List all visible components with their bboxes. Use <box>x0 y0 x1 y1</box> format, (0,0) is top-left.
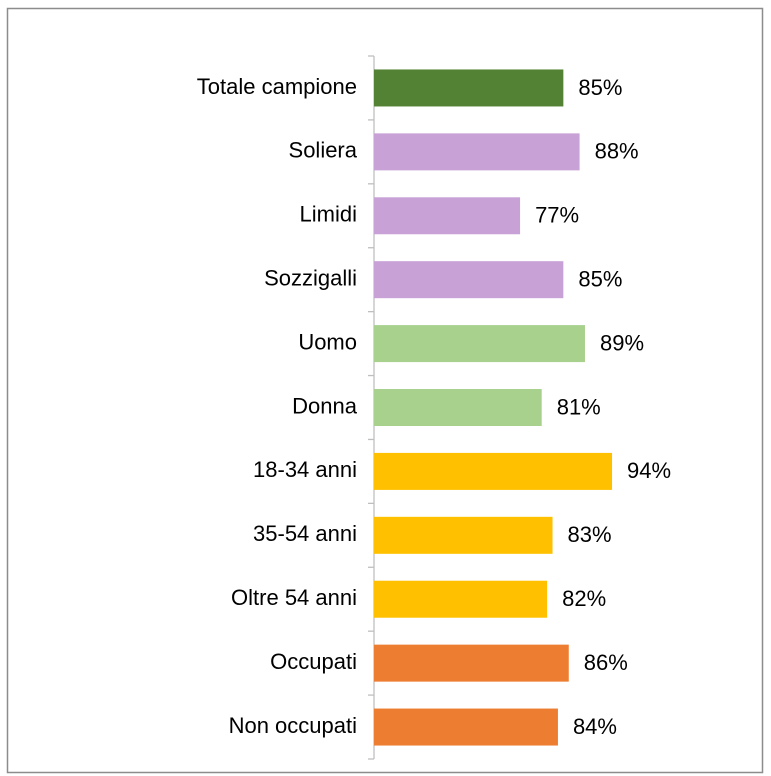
bar <box>374 133 580 171</box>
data-label: 81% <box>557 394 601 419</box>
y-tick-label: Sozzigalli <box>264 265 357 290</box>
y-tick-label: Occupati <box>270 649 357 674</box>
data-label: 86% <box>584 650 628 675</box>
data-label: 85% <box>578 266 622 291</box>
bar <box>374 580 548 618</box>
bar <box>374 708 558 746</box>
y-tick-label: Totale campione <box>197 74 357 99</box>
data-label: 84% <box>573 714 617 739</box>
y-tick-label: 18-34 anni <box>253 457 357 482</box>
bar <box>374 452 613 490</box>
data-label: 89% <box>600 330 644 355</box>
data-label: 94% <box>627 458 671 483</box>
data-label: 85% <box>578 75 622 100</box>
bar <box>374 197 521 235</box>
bar <box>374 516 553 554</box>
y-tick-label: Donna <box>292 393 358 418</box>
bar <box>374 389 542 426</box>
y-tick-label: Uomo <box>298 329 357 354</box>
bar <box>374 325 585 363</box>
bar <box>374 261 564 299</box>
data-label: 83% <box>568 522 612 547</box>
data-label: 88% <box>595 139 639 164</box>
y-tick-label: Non occupati <box>229 713 357 738</box>
y-tick-label: 35-54 anni <box>253 521 357 546</box>
bar <box>374 69 564 107</box>
data-label: 82% <box>562 586 606 611</box>
y-tick-label: Soliera <box>289 138 358 163</box>
y-tick-label: Oltre 54 anni <box>231 585 357 610</box>
data-label: 77% <box>535 203 579 228</box>
bar <box>374 644 569 682</box>
y-tick-label: Limidi <box>300 202 357 227</box>
